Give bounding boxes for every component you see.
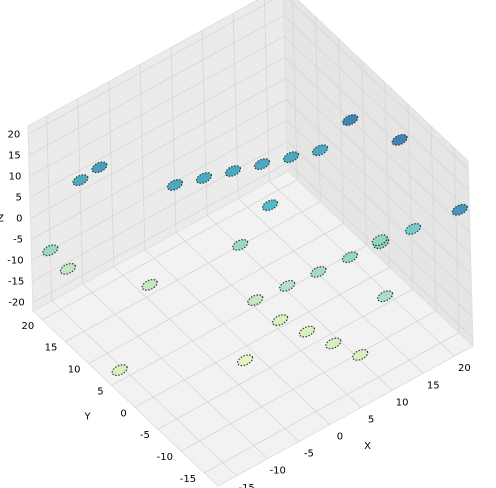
grid-line <box>88 223 344 364</box>
y-tick-label: 5 <box>97 386 103 397</box>
point <box>59 262 77 275</box>
x-axis-label: X <box>364 441 371 452</box>
point <box>341 251 358 264</box>
point <box>352 349 369 361</box>
grid-line <box>269 180 455 357</box>
back-left-pane <box>27 0 289 312</box>
point <box>195 172 213 184</box>
back-right-pane <box>282 0 474 348</box>
point <box>91 161 108 174</box>
grid-line <box>284 36 470 212</box>
grid-line <box>286 141 473 317</box>
grid-line <box>288 0 469 170</box>
z-tick-label: 10 <box>9 171 22 182</box>
point <box>391 133 408 146</box>
grid-line <box>65 201 321 342</box>
grid-line <box>285 99 472 275</box>
point <box>325 337 342 350</box>
grid-line <box>31 120 287 261</box>
y-tick-label: -5 <box>140 430 150 441</box>
point <box>247 294 264 307</box>
grid-line <box>203 332 460 474</box>
grid-line <box>29 57 286 198</box>
grid-line <box>175 232 362 408</box>
point <box>261 199 279 212</box>
grid-line <box>29 36 285 177</box>
x-tick-label: 20 <box>458 363 471 374</box>
z-tick-label: 0 <box>16 214 22 225</box>
grid-line <box>157 288 414 430</box>
z-tick-label: -5 <box>13 235 23 246</box>
marks <box>42 114 468 377</box>
x-tick-label: 15 <box>427 380 440 391</box>
grid-line <box>284 57 471 233</box>
grid-line <box>144 249 331 425</box>
point <box>371 234 388 247</box>
grid-line <box>285 78 471 254</box>
y-tick-label: 0 <box>120 408 126 419</box>
z-tick-label: 20 <box>7 129 20 140</box>
point <box>271 314 289 326</box>
y-tick-label: 20 <box>22 321 35 332</box>
point <box>224 165 242 177</box>
y-tick-label: -15 <box>180 474 196 485</box>
point <box>232 239 249 251</box>
point <box>111 364 128 377</box>
x-tick-label: 5 <box>368 414 374 425</box>
point <box>72 174 89 187</box>
grid-line <box>113 266 300 442</box>
point <box>42 244 59 257</box>
x-tick-label: -15 <box>238 483 254 488</box>
y-tick-label: 10 <box>68 365 81 376</box>
y-tick-label: -10 <box>157 452 173 463</box>
grid-line <box>32 141 288 282</box>
point <box>377 290 394 303</box>
point <box>451 203 468 216</box>
z-tick-label: -15 <box>8 277 24 288</box>
z-tick-label: 5 <box>16 192 22 203</box>
z-tick-label: -10 <box>7 256 23 267</box>
point <box>253 158 271 170</box>
grid-line <box>42 179 298 321</box>
y-axis-label: Y <box>83 412 91 423</box>
grid-line <box>32 162 288 303</box>
labels: -15 -10 -5 0 5 10 15 20 -15 -10 -5 0 5 10 15 20 -20 -15 -1… <box>0 129 471 488</box>
x-tick-label: -5 <box>304 449 314 460</box>
point <box>404 223 422 235</box>
point <box>298 325 316 338</box>
grid-line <box>28 0 274 135</box>
grid-line <box>180 310 437 452</box>
grid-line <box>287 162 474 338</box>
grid-line <box>283 15 470 191</box>
grid-line <box>134 266 390 408</box>
point <box>311 144 329 157</box>
point <box>310 266 327 278</box>
grid-line <box>30 78 286 219</box>
y-tick-label: 15 <box>45 343 58 354</box>
point <box>166 179 184 191</box>
grid-line <box>30 99 287 240</box>
point <box>282 151 300 164</box>
z-tick-label: 15 <box>8 150 21 161</box>
point <box>141 278 158 291</box>
grid-line <box>237 198 424 374</box>
point <box>237 354 254 367</box>
point <box>342 114 359 126</box>
grid-line <box>28 15 284 156</box>
grid <box>28 0 474 477</box>
grid-line <box>51 300 237 477</box>
panes <box>27 0 474 487</box>
point <box>279 279 296 292</box>
x-tick-label: -10 <box>270 466 286 477</box>
grid-line <box>82 283 269 459</box>
x-tick-label: 10 <box>396 397 409 408</box>
z-tick-label: -20 <box>8 298 24 309</box>
x-tick-label: 0 <box>337 432 343 443</box>
z-axis-label: Z <box>0 214 4 225</box>
